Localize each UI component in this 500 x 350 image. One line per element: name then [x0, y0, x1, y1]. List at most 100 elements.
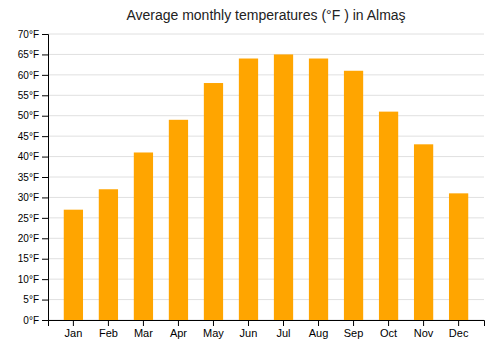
x-tick-label: Nov: [414, 327, 434, 339]
y-tick-label: 0°F: [23, 315, 39, 326]
x-tick-label: Aug: [309, 327, 329, 339]
y-tick-label: 30°F: [18, 192, 39, 203]
y-tick-label: 40°F: [18, 151, 39, 162]
y-tick-label: 25°F: [18, 213, 39, 224]
grid-line: [48, 95, 484, 96]
bar: [274, 54, 293, 320]
y-tick-mark: [42, 136, 48, 137]
x-tick-mark: [178, 320, 179, 326]
x-tick-label: Apr: [170, 327, 187, 339]
x-axis-line: [49, 321, 485, 327]
x-tick: Jul: [276, 320, 290, 339]
y-tick-mark: [42, 218, 48, 219]
x-tick-mark: [108, 320, 109, 326]
bar: [449, 193, 468, 320]
x-tick-mark: [353, 320, 354, 326]
x-axis: Jan Feb Mar Apr May Jun Jul Aug Sep Oct Nov Dec: [49, 320, 485, 339]
y-axis: 0°F 5°F 10°F 15°F 20°F 25°F 30°F 35°F 40°F 45°F 50…: [18, 29, 49, 326]
y-tick-mark: [42, 116, 48, 117]
y-tick-label: 55°F: [18, 90, 39, 101]
x-tick-mark: [318, 320, 319, 326]
grid: [48, 34, 484, 320]
x-tick: Feb: [99, 320, 118, 339]
x-tick: Aug: [309, 320, 329, 339]
x-tick-label: Oct: [380, 327, 397, 339]
bars: [64, 54, 468, 320]
x-tick-mark: [423, 320, 424, 326]
y-axis-line: [42, 35, 49, 321]
y-tick-label: 5°F: [23, 294, 39, 305]
y-tick-label: 60°F: [18, 70, 39, 81]
y-tick-label: 10°F: [18, 274, 39, 285]
bar: [169, 120, 188, 320]
y-tick-mark: [42, 95, 48, 96]
x-tick-label: Sep: [344, 327, 364, 339]
x-tick-mark: [143, 320, 144, 326]
bar: [99, 189, 118, 320]
y-tick-label: 15°F: [18, 253, 39, 264]
bar: [344, 71, 363, 320]
x-tick-mark: [458, 320, 459, 326]
y-tick-label: 35°F: [18, 172, 39, 183]
x-tick: Oct: [380, 320, 397, 339]
x-tick-label: Mar: [134, 327, 153, 339]
y-tick: 5°F: [23, 294, 48, 305]
y-tick-mark: [42, 259, 48, 260]
y-tick: 15°F: [18, 253, 48, 264]
y-tick-mark: [42, 238, 48, 239]
y-tick: 70°F: [18, 29, 48, 40]
y-tick: 65°F: [18, 49, 48, 60]
bar: [414, 144, 433, 320]
y-tick-mark: [42, 54, 48, 55]
x-tick: Apr: [170, 320, 187, 339]
bar: [239, 59, 258, 320]
x-tick: Jun: [240, 320, 258, 339]
x-tick-label: Jan: [65, 327, 83, 339]
bar: [64, 210, 83, 320]
grid-line: [48, 115, 484, 116]
y-tick-mark: [42, 177, 48, 178]
x-tick-label: May: [203, 327, 224, 339]
y-tick: 30°F: [18, 192, 48, 203]
x-tick: Nov: [414, 320, 434, 339]
grid-line: [48, 74, 484, 75]
x-tick-mark: [388, 320, 389, 326]
x-tick-mark: [248, 320, 249, 326]
y-tick: 25°F: [18, 213, 48, 224]
y-tick-mark: [42, 320, 48, 321]
title: Average monthly temperatures (°F ) in Al…: [126, 7, 405, 23]
y-tick-mark: [42, 34, 48, 35]
y-tick: 55°F: [18, 90, 48, 101]
bar: [204, 83, 223, 320]
y-tick: 35°F: [18, 172, 48, 183]
x-tick-label: Feb: [99, 327, 118, 339]
plot: Jan Feb Mar Apr May Jun Jul Aug Sep Oct Nov Dec 0°F 5…: [18, 29, 485, 339]
x-tick-mark: [73, 320, 74, 326]
y-tick-mark: [42, 279, 48, 280]
y-tick-mark: [42, 75, 48, 76]
y-tick: 45°F: [18, 131, 48, 142]
y-tick: 20°F: [18, 233, 48, 244]
y-tick: 50°F: [18, 110, 48, 121]
x-tick: May: [203, 320, 224, 339]
y-tick-label: 20°F: [18, 233, 39, 244]
y-tick-mark: [42, 197, 48, 198]
grid-line: [48, 54, 484, 55]
y-tick: 40°F: [18, 151, 48, 162]
y-tick: 0°F: [23, 315, 48, 326]
x-tick: Jan: [65, 320, 83, 339]
grid-line: [48, 136, 484, 137]
y-tick-mark: [42, 300, 48, 301]
x-tick-mark: [213, 320, 214, 326]
x-tick: Sep: [344, 320, 364, 339]
chart: Jan Feb Mar Apr May Jun Jul Aug Sep Oct Nov Dec 0°F 5…: [0, 0, 500, 350]
y-tick-mark: [42, 157, 48, 158]
y-tick: 60°F: [18, 70, 48, 81]
x-tick: Dec: [449, 320, 469, 339]
x-tick-label: Dec: [449, 327, 469, 339]
y-tick-label: 65°F: [18, 49, 39, 60]
x-tick-label: Jul: [276, 327, 290, 339]
bar: [134, 152, 153, 320]
y-tick-label: 70°F: [18, 29, 39, 40]
grid-line: [48, 34, 484, 35]
